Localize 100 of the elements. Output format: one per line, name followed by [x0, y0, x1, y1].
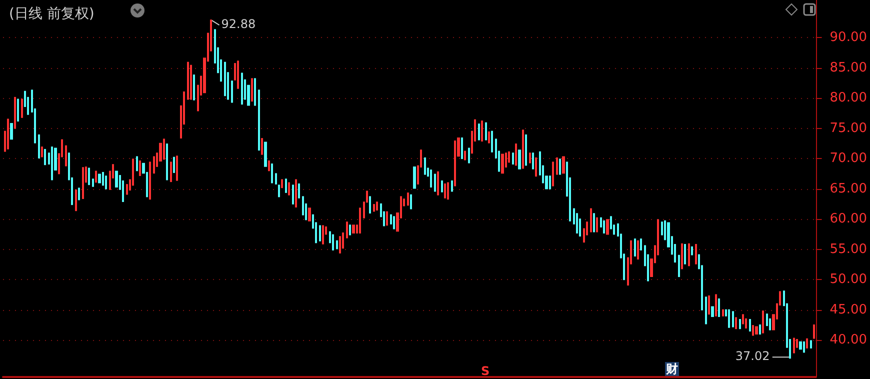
candlestick	[684, 244, 686, 264]
candlestick	[102, 172, 104, 186]
candlestick	[678, 254, 680, 278]
candlestick	[268, 160, 270, 172]
annotation: 财	[665, 362, 678, 376]
candlestick	[65, 145, 67, 166]
candlestick	[813, 324, 815, 339]
candlestick	[640, 238, 642, 250]
candlestick	[464, 150, 466, 160]
candlestick	[332, 234, 334, 250]
candlestick	[518, 150, 521, 170]
candlestick	[295, 179, 297, 208]
candlestick	[237, 60, 239, 89]
candlestick	[810, 340, 812, 348]
candlestick	[149, 162, 151, 200]
candlestick	[803, 341, 805, 353]
candlestick	[285, 178, 287, 193]
candlestick	[525, 134, 527, 166]
candlestick	[373, 204, 375, 212]
candlestick	[336, 240, 338, 250]
candlestick	[732, 311, 734, 328]
candlestick	[718, 298, 720, 317]
candlestick	[322, 225, 324, 244]
candlestick	[596, 217, 598, 232]
y-tick-label: 60.00	[830, 212, 867, 227]
candlestick	[187, 62, 189, 100]
candlestick	[444, 183, 446, 198]
candlestick	[735, 317, 737, 330]
candlestick	[491, 130, 493, 152]
candlestick	[44, 148, 46, 166]
candlestick	[261, 138, 263, 155]
candlestick	[705, 296, 707, 324]
candlestick	[752, 325, 754, 336]
candlestick	[522, 130, 524, 169]
candlestick	[766, 314, 768, 326]
candlestick	[308, 208, 311, 222]
candlestick	[759, 324, 761, 335]
candlestick	[95, 170, 97, 183]
candlestick	[634, 238, 636, 256]
candlestick	[606, 219, 609, 235]
candlestick	[755, 326, 758, 335]
y-tick-label: 50.00	[830, 272, 867, 288]
annotation: S	[481, 364, 490, 378]
y-tick-label: 80.00	[830, 90, 867, 106]
candlestick	[369, 196, 371, 214]
candlestick	[793, 338, 795, 354]
candlestick	[799, 341, 802, 350]
candlestick	[281, 179, 283, 188]
y-tick-label: 55.00	[830, 242, 867, 257]
candlestick	[115, 170, 118, 188]
candlestick	[549, 176, 551, 190]
candlestick	[339, 236, 341, 254]
candlestick	[715, 294, 717, 316]
candlestick	[695, 244, 697, 264]
y-tick-label: 90.00	[830, 30, 867, 46]
candlestick	[532, 152, 534, 170]
candlestick	[7, 118, 9, 150]
candlestick	[749, 319, 751, 332]
candlestick	[437, 171, 439, 196]
candlestick	[292, 184, 294, 204]
candlestick	[603, 220, 605, 234]
candlestick	[170, 162, 172, 182]
candlestick	[552, 162, 554, 186]
candlestick	[275, 173, 277, 184]
candlestick	[21, 98, 23, 118]
candlestick	[529, 152, 531, 164]
candlestick	[556, 157, 558, 175]
candlestick	[349, 224, 351, 236]
candlestick	[434, 174, 436, 192]
candlestick	[231, 80, 233, 103]
candlestick	[17, 98, 19, 122]
candlestick	[75, 190, 77, 212]
candlestick	[139, 160, 141, 176]
candlestick	[451, 180, 453, 192]
candlestick	[278, 184, 280, 198]
candlestick	[722, 309, 724, 316]
candlestick	[413, 166, 416, 189]
candlestick	[193, 74, 195, 100]
y-tick-label: 70.00	[830, 151, 867, 166]
chart-title: (日线 前复权)	[9, 6, 94, 22]
candlestick	[590, 208, 592, 232]
candlestick	[711, 306, 714, 317]
candlestick	[742, 314, 744, 324]
candlestick	[78, 188, 80, 200]
candlestick	[688, 243, 690, 266]
candlestick	[319, 225, 321, 242]
candlestick	[447, 182, 449, 200]
candlestick	[393, 216, 395, 230]
candlestick	[163, 138, 165, 160]
candlestick	[515, 144, 517, 166]
candlestick	[806, 338, 808, 348]
candlestick	[739, 319, 741, 330]
candlestick	[485, 122, 487, 140]
candlestick	[359, 208, 361, 234]
candlestick	[190, 64, 192, 100]
candlestick	[51, 146, 53, 180]
candlestick	[173, 156, 175, 173]
candlestick	[559, 158, 561, 175]
candlestick	[376, 202, 378, 210]
candlestick	[105, 176, 107, 190]
